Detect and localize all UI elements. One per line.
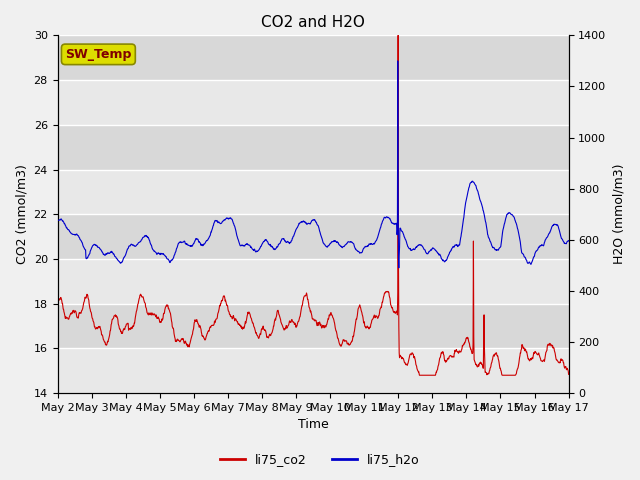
Bar <box>58 169 568 214</box>
X-axis label: Time: Time <box>298 419 328 432</box>
Bar <box>58 348 568 393</box>
Y-axis label: CO2 (mmol/m3): CO2 (mmol/m3) <box>15 164 28 264</box>
Bar <box>58 214 568 259</box>
Y-axis label: H2O (mmol/m3): H2O (mmol/m3) <box>612 164 625 264</box>
Bar <box>58 125 568 169</box>
Bar <box>58 304 568 348</box>
Text: SW_Temp: SW_Temp <box>65 48 132 61</box>
Bar <box>58 259 568 304</box>
Bar <box>58 80 568 125</box>
Title: CO2 and H2O: CO2 and H2O <box>261 15 365 30</box>
Legend: li75_co2, li75_h2o: li75_co2, li75_h2o <box>215 448 425 471</box>
Bar <box>58 36 568 80</box>
